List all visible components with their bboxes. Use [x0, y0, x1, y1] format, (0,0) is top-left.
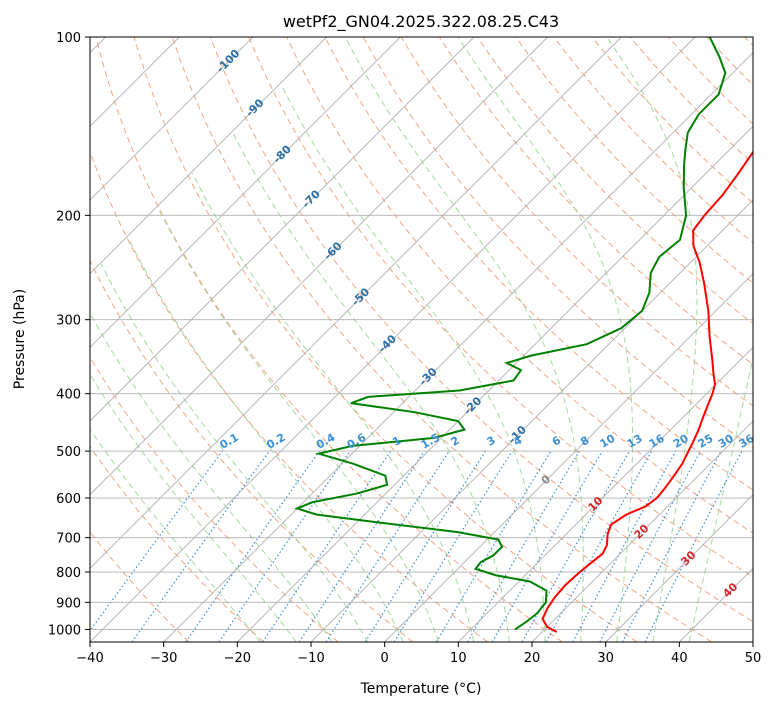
- plot-frame: [89, 36, 754, 643]
- skewed-isotherm: [90, 37, 327, 275]
- x-axis: −40 −30 −20 −10 0 10 20 30 40 50: [76, 642, 761, 666]
- dry-adiabat: [95, 37, 563, 642]
- skewed-isotherm: [605, 494, 753, 642]
- mixing-ratio-line: [572, 450, 677, 642]
- x-tick-label: 20: [524, 651, 541, 666]
- moist-adiabat: [128, 238, 404, 642]
- x-tick-label: −20: [224, 651, 251, 666]
- mixing-ratio-line: [466, 450, 580, 642]
- moist-adiabat: [688, 354, 753, 642]
- dry-adiabat: [515, 37, 753, 284]
- dry-adiabat: [477, 37, 753, 325]
- moist-adiabat: [191, 172, 475, 642]
- profiles: [294, 37, 753, 633]
- mixing-ratio-line: [393, 450, 513, 642]
- y-tick-label: 200: [56, 209, 81, 224]
- x-tick-label: 10: [450, 651, 467, 666]
- skewed-isotherm: [531, 420, 753, 642]
- dry-adiabat: [248, 37, 753, 578]
- x-axis-label: Temperature (°C): [360, 681, 482, 697]
- moist-adiabat: [100, 263, 369, 642]
- mixing-ratio-line: [90, 450, 223, 632]
- y-tick-label: 1000: [48, 623, 81, 638]
- moist-adiabat: [282, 87, 546, 642]
- skewed-isotherm: [458, 346, 753, 642]
- y-axis-label: Pressure (hPa): [12, 289, 28, 389]
- y-tick-label: 700: [56, 532, 81, 547]
- skewed-isotherm: [90, 37, 401, 348]
- dry-adiabat: [171, 37, 712, 642]
- skewed-isotherm: [90, 37, 622, 569]
- dewpoint-profile: [294, 37, 727, 631]
- y-tick-label: 100: [56, 31, 81, 46]
- skewed-isotherm: [384, 273, 753, 642]
- y-tick-label: 400: [56, 388, 81, 403]
- dry-adiabat: [400, 37, 753, 407]
- skewed-isotherm: [310, 199, 753, 642]
- dry-adiabat: [90, 445, 264, 642]
- y-tick-label: 600: [56, 492, 81, 507]
- dry-adiabat: [210, 37, 753, 623]
- x-tick-label: −10: [297, 651, 324, 666]
- mixing-ratio-line: [131, 450, 270, 642]
- dry-adiabat: [324, 37, 753, 491]
- x-tick-label: −30: [150, 651, 177, 666]
- plot-area: [90, 37, 753, 642]
- mixing-ratio-line: [435, 450, 552, 642]
- dry-adiabat: [629, 37, 753, 165]
- skewed-isotherm: [90, 37, 254, 201]
- mixing-ratio-line: [325, 450, 450, 642]
- x-tick-label: 0: [381, 651, 389, 666]
- mixing-ratio-line: [491, 450, 603, 642]
- x-tick-label: 40: [671, 651, 688, 666]
- moist-adiabat: [157, 208, 439, 642]
- x-tick-label: 50: [745, 651, 762, 666]
- moist-adiabat: [344, 37, 584, 642]
- moist-adiabat: [606, 37, 698, 642]
- moist-adiabat: [90, 373, 297, 642]
- y-tick-label: 900: [56, 596, 81, 611]
- skewed-isotherm: [163, 52, 753, 642]
- skewed-isotherm: [90, 37, 548, 496]
- mixing-ratio-line: [364, 450, 486, 642]
- y-tick-label: 800: [56, 566, 81, 581]
- mixing-ratio-line: [185, 450, 320, 642]
- moist-adiabat: [457, 37, 634, 642]
- x-tick-label: 30: [597, 651, 614, 666]
- y-tick-label: 300: [56, 314, 81, 329]
- skewed-isotherm: [90, 37, 696, 642]
- dry-adiabat: [591, 37, 753, 204]
- gridlines: [90, 37, 753, 642]
- temperature-profile: [541, 150, 753, 633]
- x-tick-label: −40: [76, 651, 103, 666]
- y-axis: 1000 900 800 700 600 500 400 300 200 100: [48, 31, 90, 638]
- skewed-isotherm: [90, 37, 475, 422]
- skewed-isotherm: [237, 125, 753, 642]
- chart-title: wetPf2_GN04.2025.322.08.25.C43: [283, 12, 559, 32]
- y-tick-label: 500: [56, 445, 81, 460]
- mixing-ratio-line: [218, 450, 351, 642]
